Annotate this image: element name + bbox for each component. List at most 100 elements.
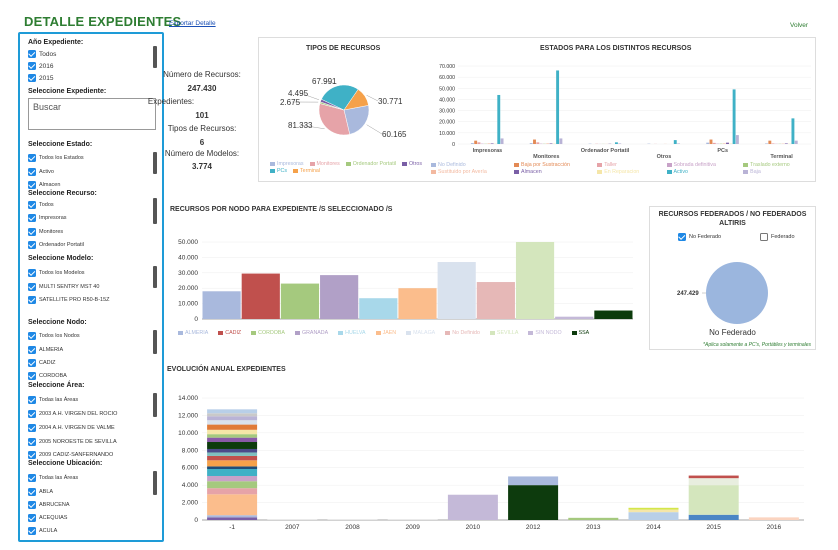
legend-swatch <box>571 331 577 335</box>
estados-legend-item[interactable]: No Definido <box>431 162 508 168</box>
back-link[interactable]: Volver <box>790 22 809 29</box>
ubicacion-option-abrucena[interactable]: ABRUCENA <box>28 500 70 510</box>
nodos-legend-item[interactable]: HUELVA <box>338 330 366 336</box>
checkbox-icon[interactable] <box>28 332 36 340</box>
nodos-legend-item[interactable]: SIN NODO <box>528 330 562 336</box>
federado-option-no[interactable]: No Federado <box>678 232 721 242</box>
nodos-legend-item[interactable]: SEVILLA <box>489 330 518 336</box>
checkbox-icon[interactable] <box>28 228 36 236</box>
estados-legend-item[interactable]: Baja por Sustracción <box>514 162 591 168</box>
checkbox-icon[interactable] <box>28 181 36 189</box>
nodo-scrollbar[interactable] <box>153 330 157 354</box>
checkbox-icon[interactable] <box>28 372 36 380</box>
estado-option-todos[interactable]: Todos los Estados <box>28 153 84 163</box>
estados-legend-item[interactable]: Activo <box>666 169 738 175</box>
year-option-todos[interactable]: Todos <box>28 49 56 59</box>
ubicacion-option-acula[interactable]: ACULA <box>28 526 57 536</box>
estado-scrollbar[interactable] <box>153 152 157 174</box>
checkbox-icon[interactable] <box>28 424 36 432</box>
modelo-scrollbar[interactable] <box>153 266 157 288</box>
modelo-option-mst40[interactable]: MULTI SENTRY MST 40 <box>28 282 99 292</box>
federados-note: *Aplica solamente a PC's, Portátiles y t… <box>703 342 811 348</box>
checkbox-icon[interactable] <box>28 168 36 176</box>
checkbox-icon[interactable] <box>28 527 36 535</box>
estados-legend-item[interactable]: Baja <box>743 169 811 175</box>
checkbox-icon[interactable] <box>28 451 36 459</box>
pie-slice <box>321 84 359 111</box>
estados-legend-item[interactable]: Taller <box>597 162 660 168</box>
nodo-option-todos[interactable]: Todos los Nodos <box>28 331 80 341</box>
estados-legend-item[interactable]: En Reparacion <box>597 169 660 175</box>
checkbox-icon[interactable] <box>28 396 36 404</box>
tipos-legend-item[interactable]: Monitores <box>309 161 340 167</box>
ubicacion-option-abla[interactable]: ABLA <box>28 487 53 497</box>
nodos-legend-item[interactable]: No Definido <box>445 330 480 336</box>
recurso-option-impresoras[interactable]: Impresoras <box>28 213 67 223</box>
nodos-legend-item[interactable]: CADIZ <box>218 330 241 336</box>
export-link[interactable]: Exportar Detalle <box>169 20 216 27</box>
tipos-legend-item[interactable]: Impresoras <box>270 161 304 167</box>
nodos-legend-item[interactable]: MALAGA <box>406 330 435 336</box>
tipos-legend-item[interactable]: Ordenador Portatil <box>345 161 396 167</box>
nodos-legend-item[interactable]: ALMERIA <box>178 330 208 336</box>
checkbox-icon[interactable] <box>28 346 36 354</box>
area-option-2005[interactable]: 2005 NOROESTE DE SEVILLA <box>28 437 117 447</box>
checkbox-icon[interactable] <box>28 501 36 509</box>
year-scrollbar[interactable] <box>153 46 157 68</box>
nodos-legend-item[interactable]: JAEN <box>375 330 396 336</box>
ubicacion-option-todas[interactable]: Todas las Áreas <box>28 473 78 483</box>
checkbox-icon[interactable] <box>28 201 36 209</box>
checkbox-icon[interactable] <box>28 283 36 291</box>
checkbox-icon[interactable] <box>28 474 36 482</box>
checkbox-icon[interactable] <box>28 214 36 222</box>
estados-legend-item[interactable]: Sustituido por Avería <box>431 169 508 175</box>
checkbox-icon[interactable] <box>678 233 686 241</box>
tipos-legend-item[interactable]: PCs <box>270 168 287 174</box>
area-option-todas[interactable]: Todas las Áreas <box>28 395 78 405</box>
checkbox-icon[interactable] <box>28 241 36 249</box>
checkbox-icon[interactable] <box>28 488 36 496</box>
area-option-2009[interactable]: 2009 CADIZ-SANFERNANDO <box>28 450 113 460</box>
checkbox-icon[interactable] <box>28 74 36 82</box>
recurso-option-monitores[interactable]: Monitores <box>28 227 63 237</box>
checkbox-icon[interactable] <box>760 233 768 241</box>
nodo-option-almeria[interactable]: ALMERIA <box>28 345 63 355</box>
modelo-option-todos[interactable]: Todos los Modelos <box>28 268 85 278</box>
ubicacion-option-acequias[interactable]: ACEQUIAS <box>28 513 67 523</box>
nodos-legend-item[interactable]: CORDOBA <box>251 330 285 336</box>
year-option-2016[interactable]: 2016 <box>28 61 53 71</box>
checkbox-icon[interactable] <box>28 359 36 367</box>
checkbox-icon[interactable] <box>28 438 36 446</box>
modelo-option-satellite[interactable]: SATELLITE PRO R50-B-15Z <box>28 295 110 305</box>
nodos-legend-item[interactable]: GRANADA <box>294 330 328 336</box>
checkbox-icon[interactable] <box>28 269 36 277</box>
bar <box>533 139 536 144</box>
nodo-option-cordoba[interactable]: CORDOBA <box>28 371 67 381</box>
tipos-legend-item[interactable]: Otros <box>402 161 422 167</box>
checkbox-icon[interactable] <box>28 50 36 58</box>
nodos-legend-item[interactable]: SSA <box>571 330 589 336</box>
federado-option-si[interactable]: Federado <box>760 232 795 242</box>
ubicacion-scrollbar[interactable] <box>153 471 157 495</box>
recurso-option-portatil[interactable]: Ordenador Portatil <box>28 240 84 250</box>
tipos-legend-item[interactable]: Terminal <box>293 168 320 174</box>
checkbox-icon[interactable] <box>28 62 36 70</box>
nodo-option-cadiz[interactable]: CADIZ <box>28 358 56 368</box>
checkbox-icon[interactable] <box>28 410 36 418</box>
estado-option-activo[interactable]: Activo <box>28 167 54 177</box>
estado-option-almacen[interactable]: Almacen <box>28 180 60 190</box>
estados-legend-item[interactable]: Almacen <box>514 169 591 175</box>
estados-legend-item[interactable]: Sobrada definitiva <box>666 162 738 168</box>
checkbox-icon[interactable] <box>28 296 36 304</box>
checkbox-icon[interactable] <box>28 154 36 162</box>
legend-label: Baja <box>750 169 761 175</box>
expediente-search-input[interactable]: Buscar <box>28 98 156 130</box>
year-option-2015[interactable]: 2015 <box>28 73 53 83</box>
area-option-2004[interactable]: 2004 A.H. VIRGEN DE VALME <box>28 423 115 433</box>
estados-legend-item[interactable]: Traslado externo <box>743 162 811 168</box>
area-scrollbar[interactable] <box>153 393 157 417</box>
area-option-2003[interactable]: 2003 A.H. VIRGEN DEL ROCIO <box>28 409 117 419</box>
recurso-option-todos[interactable]: Todos <box>28 200 54 210</box>
recurso-scrollbar[interactable] <box>153 198 157 224</box>
checkbox-icon[interactable] <box>28 514 36 522</box>
